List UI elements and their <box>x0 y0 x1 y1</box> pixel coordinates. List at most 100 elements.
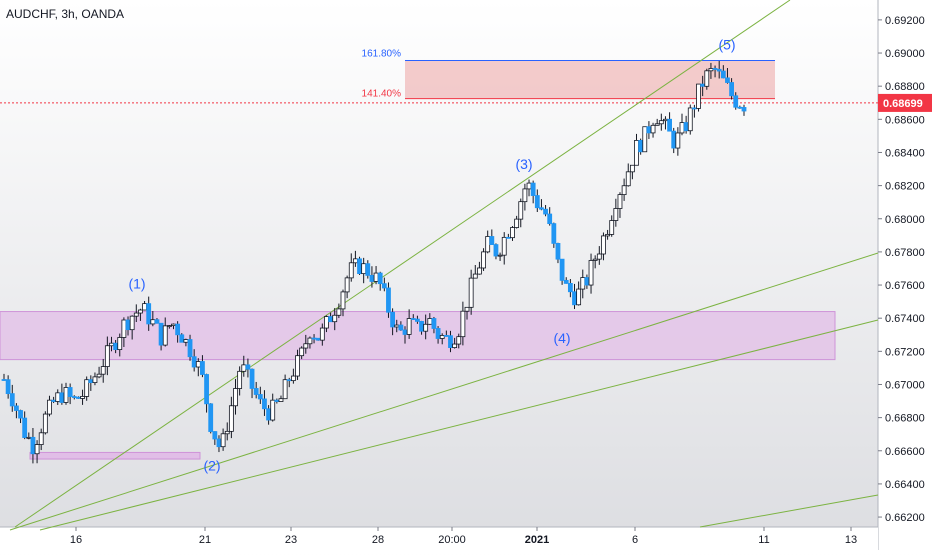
candle-body <box>667 118 672 132</box>
candle-body <box>456 336 462 345</box>
candle-body <box>71 396 77 398</box>
candle-body <box>262 398 267 410</box>
price-axis[interactable] <box>878 0 932 550</box>
trend-line[interactable] <box>9 252 879 531</box>
candle-body <box>195 361 201 368</box>
candle-body <box>241 364 247 372</box>
trend-line[interactable] <box>14 0 791 528</box>
candle-body <box>679 122 685 134</box>
candle-body <box>646 126 652 134</box>
minor-support-zone[interactable] <box>29 451 201 460</box>
y-tick-label: 0.66800 <box>885 413 925 425</box>
candle-body <box>439 335 445 339</box>
candle-body <box>26 436 32 439</box>
candle-body <box>208 403 214 432</box>
candle-body <box>390 311 396 328</box>
candle-body <box>696 83 701 109</box>
candle-body <box>357 258 362 275</box>
candle-body <box>675 132 681 149</box>
candle-body <box>534 195 540 209</box>
candle-body <box>501 236 507 256</box>
candle-body <box>5 379 11 395</box>
candle-body <box>423 323 429 332</box>
x-tick-label: 6 <box>632 534 638 546</box>
wave-label: (1) <box>128 275 145 291</box>
candle-body <box>47 399 52 415</box>
candle-body <box>386 287 391 313</box>
candle-body <box>204 374 209 405</box>
candle-body <box>617 194 623 209</box>
candle-body <box>200 361 205 375</box>
y-tick-label: 0.67800 <box>885 247 925 259</box>
candle-body <box>150 319 156 325</box>
candle-body <box>191 356 197 368</box>
y-tick-label: 0.68600 <box>885 114 925 126</box>
candle-body <box>584 277 590 286</box>
candle-body <box>733 95 739 108</box>
candle-body <box>319 327 325 341</box>
candle-body <box>67 387 73 397</box>
candle-body <box>278 398 284 402</box>
candle-body <box>59 392 65 403</box>
candle-body <box>539 207 544 210</box>
candle-body <box>654 123 660 126</box>
candle-body <box>596 253 602 260</box>
candle-body <box>634 140 639 166</box>
candle-body <box>580 277 586 290</box>
candle-body <box>460 310 466 338</box>
trend-line[interactable] <box>39 319 879 531</box>
candle-body <box>691 107 697 110</box>
x-tick-label: 2021 <box>525 534 549 546</box>
x-tick-label: 11 <box>758 534 769 546</box>
x-tick-label: 23 <box>285 534 297 546</box>
candle-body <box>51 399 57 402</box>
candle-body <box>406 318 412 335</box>
candle-body <box>410 318 416 320</box>
candle-body <box>402 329 408 335</box>
candle-body <box>344 277 350 293</box>
fib-label: 141.40% <box>362 89 402 100</box>
candle-body <box>369 274 375 282</box>
candle-body <box>133 312 139 317</box>
trend-line[interactable] <box>699 494 879 528</box>
candle-body <box>142 303 147 311</box>
candle-body <box>547 213 553 225</box>
x-tick-label: 21 <box>199 534 211 546</box>
candle-body <box>700 83 706 87</box>
fib-extension-zone[interactable] <box>405 60 775 99</box>
candle-body <box>212 431 218 440</box>
candle-body <box>522 188 528 203</box>
candle-body <box>34 444 40 455</box>
candle-body <box>551 223 557 244</box>
candle-body <box>104 345 110 367</box>
candle-body <box>464 306 470 312</box>
candle-body <box>435 328 441 339</box>
candle-body <box>592 258 598 261</box>
y-tick-label: 0.69000 <box>885 48 925 60</box>
y-tick-label: 0.68000 <box>885 214 925 226</box>
candle-body <box>270 399 276 421</box>
candle-body <box>687 107 693 132</box>
candle-body <box>146 303 152 325</box>
candle-body <box>290 375 296 382</box>
candle-body <box>625 171 631 187</box>
candle-body <box>216 438 222 448</box>
candle-body <box>361 263 367 275</box>
candle-body <box>477 267 482 275</box>
candle-body <box>179 334 185 343</box>
candle-body <box>113 342 119 351</box>
candle-body <box>286 379 292 382</box>
time-axis[interactable] <box>0 527 878 550</box>
candle-body <box>299 347 305 357</box>
y-tick-label: 0.68200 <box>885 181 925 193</box>
candle-body <box>431 318 437 329</box>
x-tick-label: 13 <box>845 534 857 546</box>
y-tick-label: 0.67000 <box>885 379 925 391</box>
candle-body <box>398 324 404 331</box>
candle-body <box>117 337 123 351</box>
candle-body <box>171 323 176 327</box>
candle-body <box>187 339 193 358</box>
candle-body <box>683 122 689 132</box>
